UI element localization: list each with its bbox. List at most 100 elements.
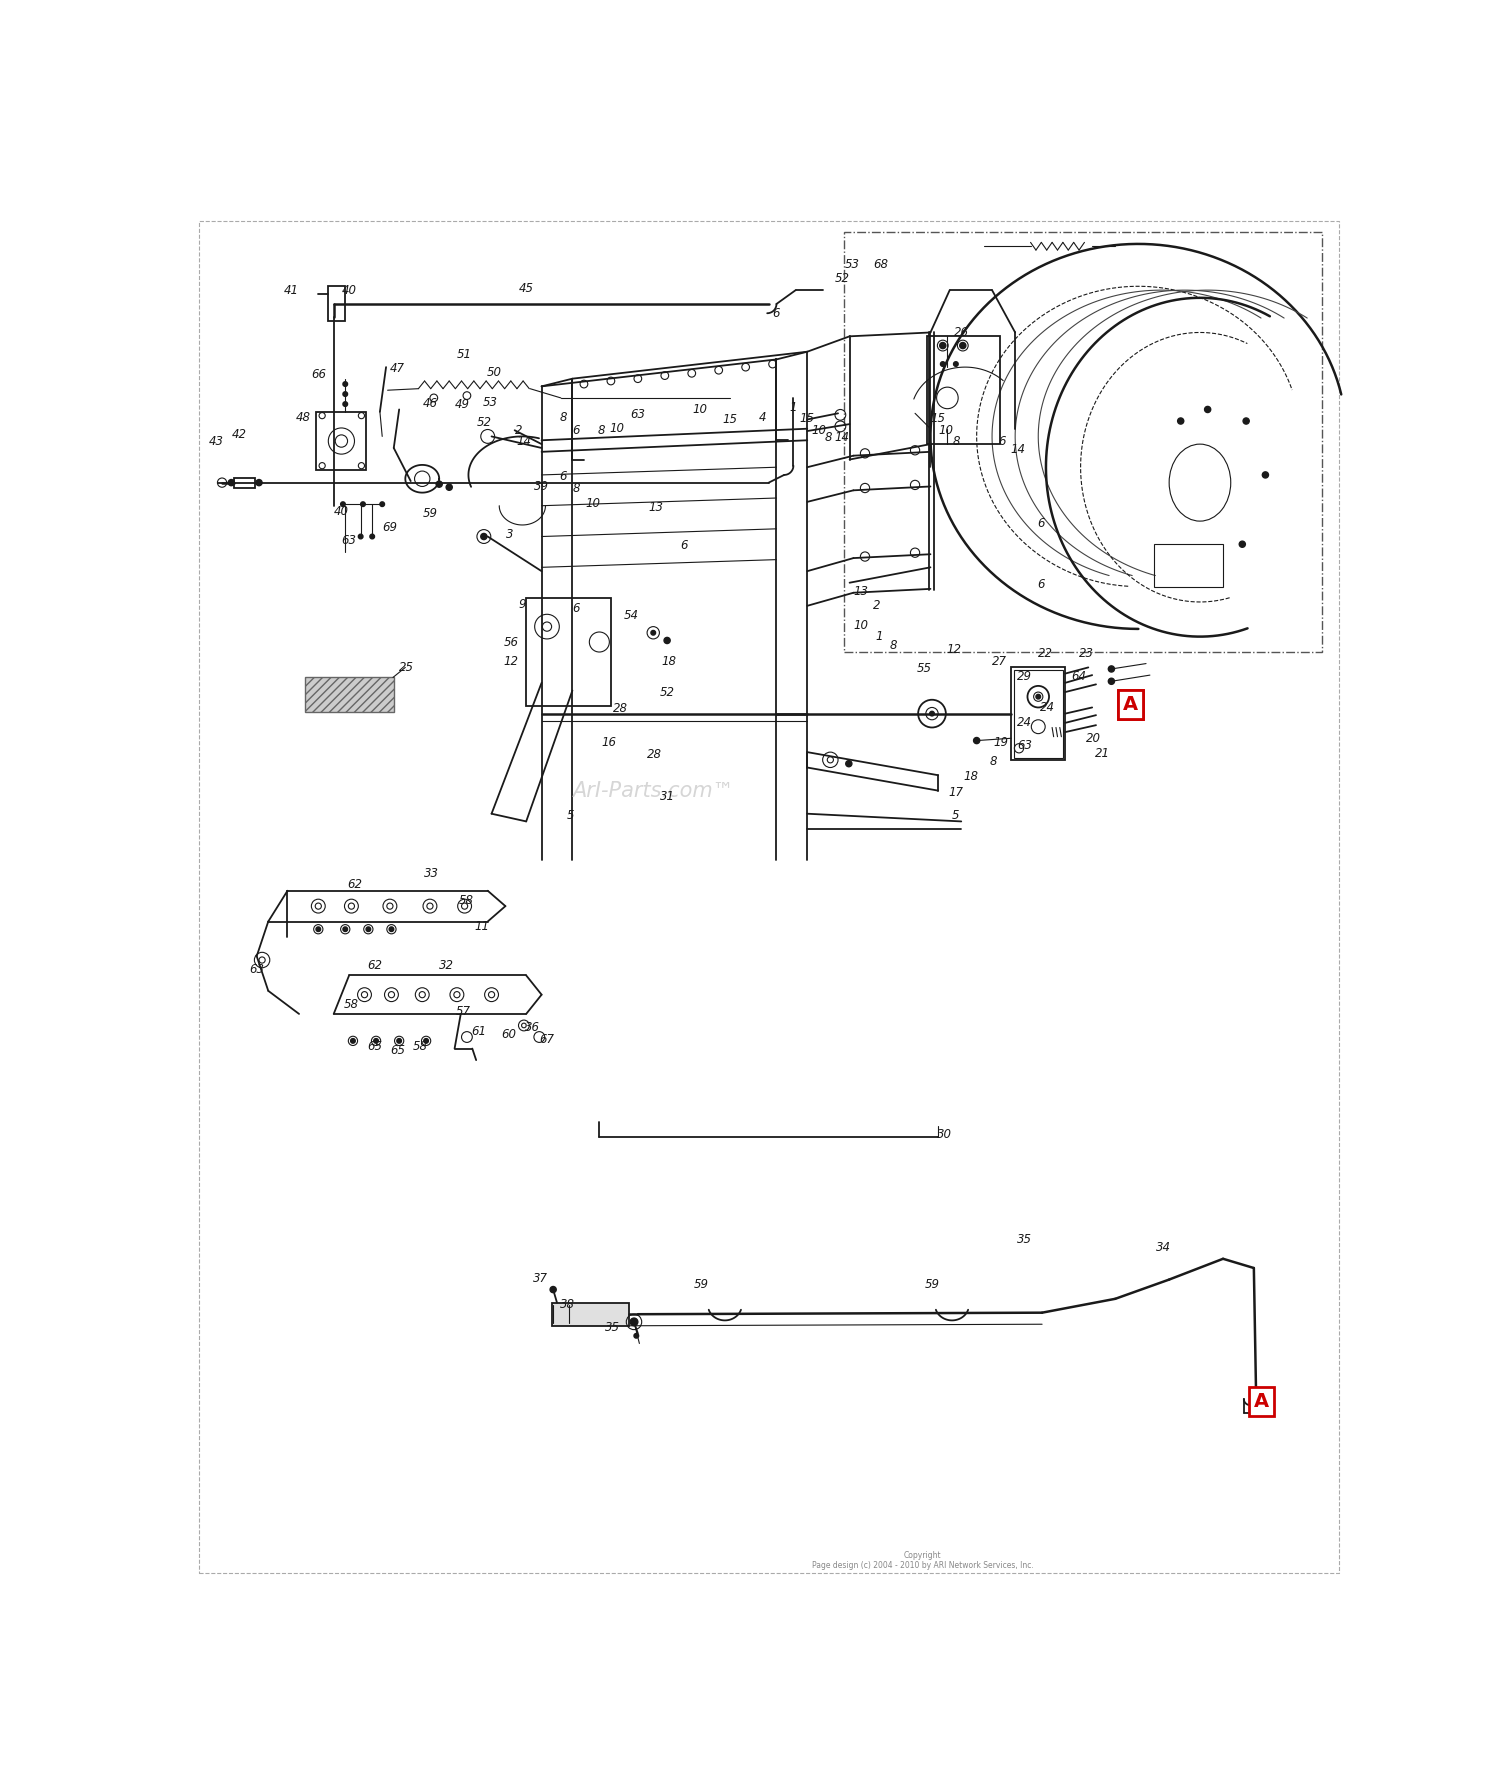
- Bar: [234, 478, 255, 488]
- Text: 4: 4: [759, 412, 766, 424]
- Bar: [927, 336, 999, 444]
- Text: 28: 28: [614, 702, 628, 714]
- Text: 10: 10: [585, 497, 600, 510]
- Circle shape: [1239, 542, 1245, 547]
- Circle shape: [634, 1334, 639, 1337]
- Text: 21: 21: [1095, 748, 1110, 760]
- Text: 6: 6: [999, 435, 1006, 448]
- Text: 8: 8: [952, 435, 960, 448]
- Text: 52: 52: [477, 416, 492, 430]
- Text: 8: 8: [990, 755, 998, 767]
- Text: 34: 34: [1156, 1241, 1172, 1254]
- Circle shape: [664, 638, 670, 643]
- Text: 58: 58: [344, 998, 358, 1011]
- Circle shape: [974, 737, 980, 744]
- Text: A: A: [1254, 1392, 1269, 1410]
- Text: 23: 23: [1078, 646, 1094, 661]
- Circle shape: [228, 480, 234, 485]
- Circle shape: [1036, 694, 1041, 700]
- Circle shape: [366, 927, 370, 932]
- Text: A: A: [1124, 694, 1138, 714]
- Text: 53: 53: [483, 396, 498, 408]
- Text: 14: 14: [516, 435, 531, 448]
- Text: 19: 19: [994, 735, 1010, 749]
- Text: 29: 29: [1017, 670, 1032, 684]
- Text: 31: 31: [660, 790, 675, 803]
- Circle shape: [846, 760, 852, 767]
- Circle shape: [398, 1039, 402, 1043]
- Text: 65: 65: [368, 1039, 382, 1053]
- Bar: [1154, 543, 1222, 586]
- Bar: [1011, 668, 1065, 760]
- Bar: [526, 599, 610, 705]
- Text: A: A: [1124, 694, 1138, 714]
- Text: 30: 30: [938, 1128, 952, 1142]
- Text: 25: 25: [399, 661, 414, 673]
- Text: 51: 51: [458, 348, 472, 361]
- Text: 8: 8: [890, 639, 897, 652]
- Text: 17: 17: [948, 785, 963, 799]
- Circle shape: [380, 503, 384, 506]
- Circle shape: [446, 485, 453, 490]
- Text: 22: 22: [1038, 646, 1053, 661]
- Text: 11: 11: [476, 920, 490, 934]
- Circle shape: [954, 362, 958, 366]
- Text: 20: 20: [1086, 732, 1101, 744]
- Text: 2: 2: [514, 424, 522, 437]
- Bar: [552, 1302, 628, 1325]
- Text: 18: 18: [963, 771, 978, 783]
- Text: 2: 2: [873, 599, 880, 613]
- Circle shape: [1263, 472, 1269, 478]
- Text: 13: 13: [853, 586, 868, 599]
- Bar: [328, 286, 345, 321]
- Text: 26: 26: [954, 327, 969, 339]
- Text: 6: 6: [573, 602, 580, 614]
- Bar: [316, 412, 366, 469]
- Text: 14: 14: [1010, 442, 1025, 456]
- Text: 50: 50: [486, 366, 501, 378]
- Text: 35: 35: [1017, 1233, 1032, 1247]
- Text: 53: 53: [844, 258, 859, 272]
- Text: 63: 63: [249, 963, 264, 975]
- Text: 64: 64: [1071, 670, 1086, 684]
- Text: 60: 60: [503, 1028, 518, 1041]
- Text: 8: 8: [825, 432, 833, 444]
- Circle shape: [482, 533, 488, 540]
- Text: 45: 45: [519, 282, 534, 295]
- Circle shape: [351, 1039, 355, 1043]
- Text: 58: 58: [459, 895, 474, 908]
- Circle shape: [1204, 407, 1210, 412]
- Text: 39: 39: [534, 480, 549, 494]
- Text: 40: 40: [334, 506, 350, 519]
- Circle shape: [256, 480, 262, 485]
- Text: 15: 15: [723, 414, 738, 426]
- Text: 46: 46: [423, 396, 438, 410]
- Circle shape: [1178, 417, 1184, 424]
- Text: 38: 38: [560, 1298, 574, 1311]
- Circle shape: [388, 927, 394, 932]
- Circle shape: [1244, 417, 1250, 424]
- Text: 6: 6: [681, 540, 688, 552]
- Text: 12: 12: [946, 643, 962, 655]
- Text: 69: 69: [382, 520, 398, 535]
- Text: 6: 6: [560, 471, 567, 483]
- Text: 13: 13: [648, 501, 663, 513]
- Text: 59: 59: [694, 1279, 709, 1291]
- Circle shape: [550, 1286, 556, 1293]
- Text: 36: 36: [525, 1021, 540, 1034]
- Text: 10: 10: [692, 403, 706, 416]
- Text: 68: 68: [873, 258, 888, 272]
- Text: 6: 6: [1036, 577, 1044, 591]
- Circle shape: [436, 481, 442, 487]
- Text: 59: 59: [423, 506, 438, 520]
- Text: 15: 15: [800, 412, 814, 424]
- Text: 8: 8: [598, 424, 606, 437]
- Text: 62: 62: [346, 877, 362, 892]
- Text: 5: 5: [567, 808, 574, 822]
- Text: 3: 3: [506, 527, 513, 540]
- Bar: [304, 677, 394, 712]
- Text: 10: 10: [609, 423, 624, 435]
- Text: 33: 33: [424, 867, 439, 881]
- Text: 65: 65: [390, 1044, 405, 1057]
- Text: 63: 63: [630, 408, 645, 421]
